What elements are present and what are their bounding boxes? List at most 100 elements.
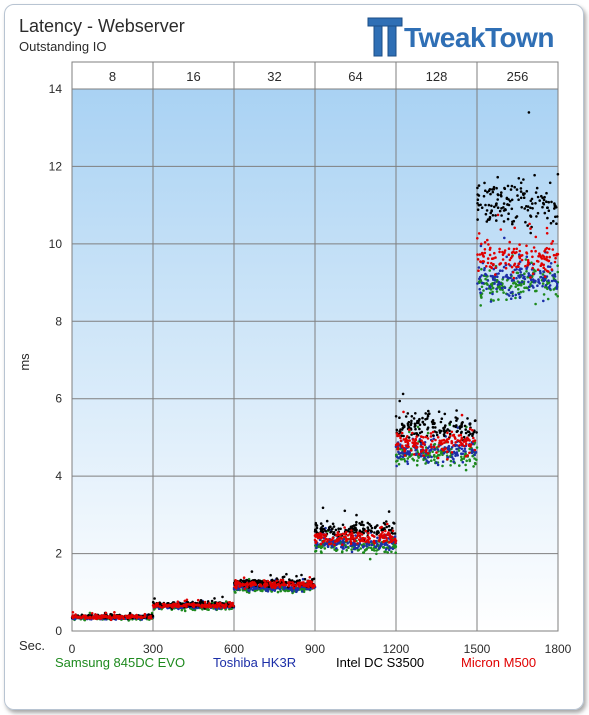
scatter-point xyxy=(480,242,483,246)
scatter-point xyxy=(139,615,143,618)
scatter-point xyxy=(408,451,411,455)
scatter-point xyxy=(477,232,481,235)
scatter-point xyxy=(461,421,464,424)
scatter-point xyxy=(172,602,175,606)
scatter-point xyxy=(432,434,435,437)
scatter-point xyxy=(548,255,551,259)
scatter-point xyxy=(449,420,453,424)
scatter-point xyxy=(370,548,374,551)
scatter-point xyxy=(307,581,310,585)
scatter-point xyxy=(113,614,116,617)
scatter-point xyxy=(484,272,487,276)
scatter-point xyxy=(486,218,490,221)
scatter-point xyxy=(292,583,295,586)
scatter-point xyxy=(462,449,465,453)
scatter-point xyxy=(441,464,444,468)
scatter-point xyxy=(399,439,403,443)
scatter-point xyxy=(504,261,507,265)
scatter-point xyxy=(468,451,471,455)
y-axis-label: ms xyxy=(17,353,32,371)
scatter-point xyxy=(538,282,541,285)
y-tick-label: 14 xyxy=(49,82,63,96)
scatter-point xyxy=(409,449,413,452)
scatter-point xyxy=(134,615,137,618)
scatter-point xyxy=(545,255,548,259)
scatter-point xyxy=(185,605,188,608)
scatter-point xyxy=(487,243,490,246)
scatter-point xyxy=(547,286,551,289)
scatter-point xyxy=(430,445,433,449)
scatter-point xyxy=(320,536,324,539)
scatter-point xyxy=(430,455,433,459)
scatter-point xyxy=(530,197,534,201)
top-axis-category-label: 32 xyxy=(267,69,281,84)
scatter-point xyxy=(365,545,369,548)
scatter-point xyxy=(292,586,296,590)
scatter-point xyxy=(331,522,335,526)
scatter-point xyxy=(421,421,425,424)
scatter-point xyxy=(527,288,531,292)
scatter-point xyxy=(443,441,446,444)
scatter-point xyxy=(555,253,558,257)
y-tick-label: 4 xyxy=(55,469,62,483)
x-tick-label: 1200 xyxy=(383,642,410,656)
scatter-point xyxy=(491,214,495,217)
scatter-point xyxy=(496,213,500,217)
scatter-point xyxy=(529,278,533,282)
scatter-point xyxy=(479,244,483,248)
scatter-point xyxy=(498,282,502,285)
scatter-point xyxy=(388,545,391,548)
scatter-point xyxy=(503,236,506,240)
scatter-point xyxy=(547,200,550,204)
scatter-point xyxy=(467,443,471,447)
scatter-point xyxy=(349,542,353,546)
scatter-point xyxy=(331,538,334,541)
scatter-point xyxy=(351,536,355,540)
scatter-point xyxy=(258,587,262,590)
scatter-point xyxy=(340,537,344,540)
scatter-point xyxy=(282,580,285,584)
scatter-point xyxy=(424,450,428,454)
scatter-point xyxy=(306,579,309,583)
scatter-point xyxy=(403,454,407,457)
scatter-point xyxy=(314,541,318,545)
scatter-point xyxy=(522,290,525,293)
scatter-point xyxy=(442,448,446,452)
scatter-point xyxy=(544,284,548,287)
chart-subtitle: Outstanding IO xyxy=(19,39,107,54)
scatter-point xyxy=(213,597,216,600)
scatter-point xyxy=(491,292,494,296)
scatter-point xyxy=(535,259,539,263)
scatter-point xyxy=(313,584,317,588)
scatter-point xyxy=(350,550,354,554)
scatter-point xyxy=(222,606,226,609)
scatter-point xyxy=(473,457,476,460)
scatter-point xyxy=(323,535,327,539)
scatter-point xyxy=(396,459,399,463)
scatter-point xyxy=(357,538,361,541)
tweaktown-logo-icon xyxy=(367,17,403,57)
scatter-point xyxy=(204,605,208,609)
scatter-point xyxy=(351,527,355,530)
scatter-point xyxy=(500,191,503,194)
scatter-point xyxy=(433,458,436,462)
scatter-point xyxy=(410,419,413,423)
plot-border xyxy=(71,88,559,632)
scatter-point xyxy=(448,434,452,438)
scatter-point xyxy=(308,576,312,579)
scatter-point xyxy=(270,579,274,582)
scatter-point xyxy=(456,439,460,442)
scatter-point xyxy=(332,525,336,528)
scatter-point xyxy=(484,203,487,207)
scatter-point xyxy=(203,600,207,604)
scatter-point xyxy=(449,464,452,467)
scatter-point xyxy=(484,189,487,192)
scatter-point xyxy=(474,419,477,422)
scatter-point xyxy=(200,603,204,607)
scatter-point xyxy=(135,616,139,620)
scatter-point xyxy=(502,276,505,279)
scatter-point xyxy=(350,529,353,532)
scatter-point xyxy=(485,220,489,223)
scatter-point xyxy=(492,188,496,191)
